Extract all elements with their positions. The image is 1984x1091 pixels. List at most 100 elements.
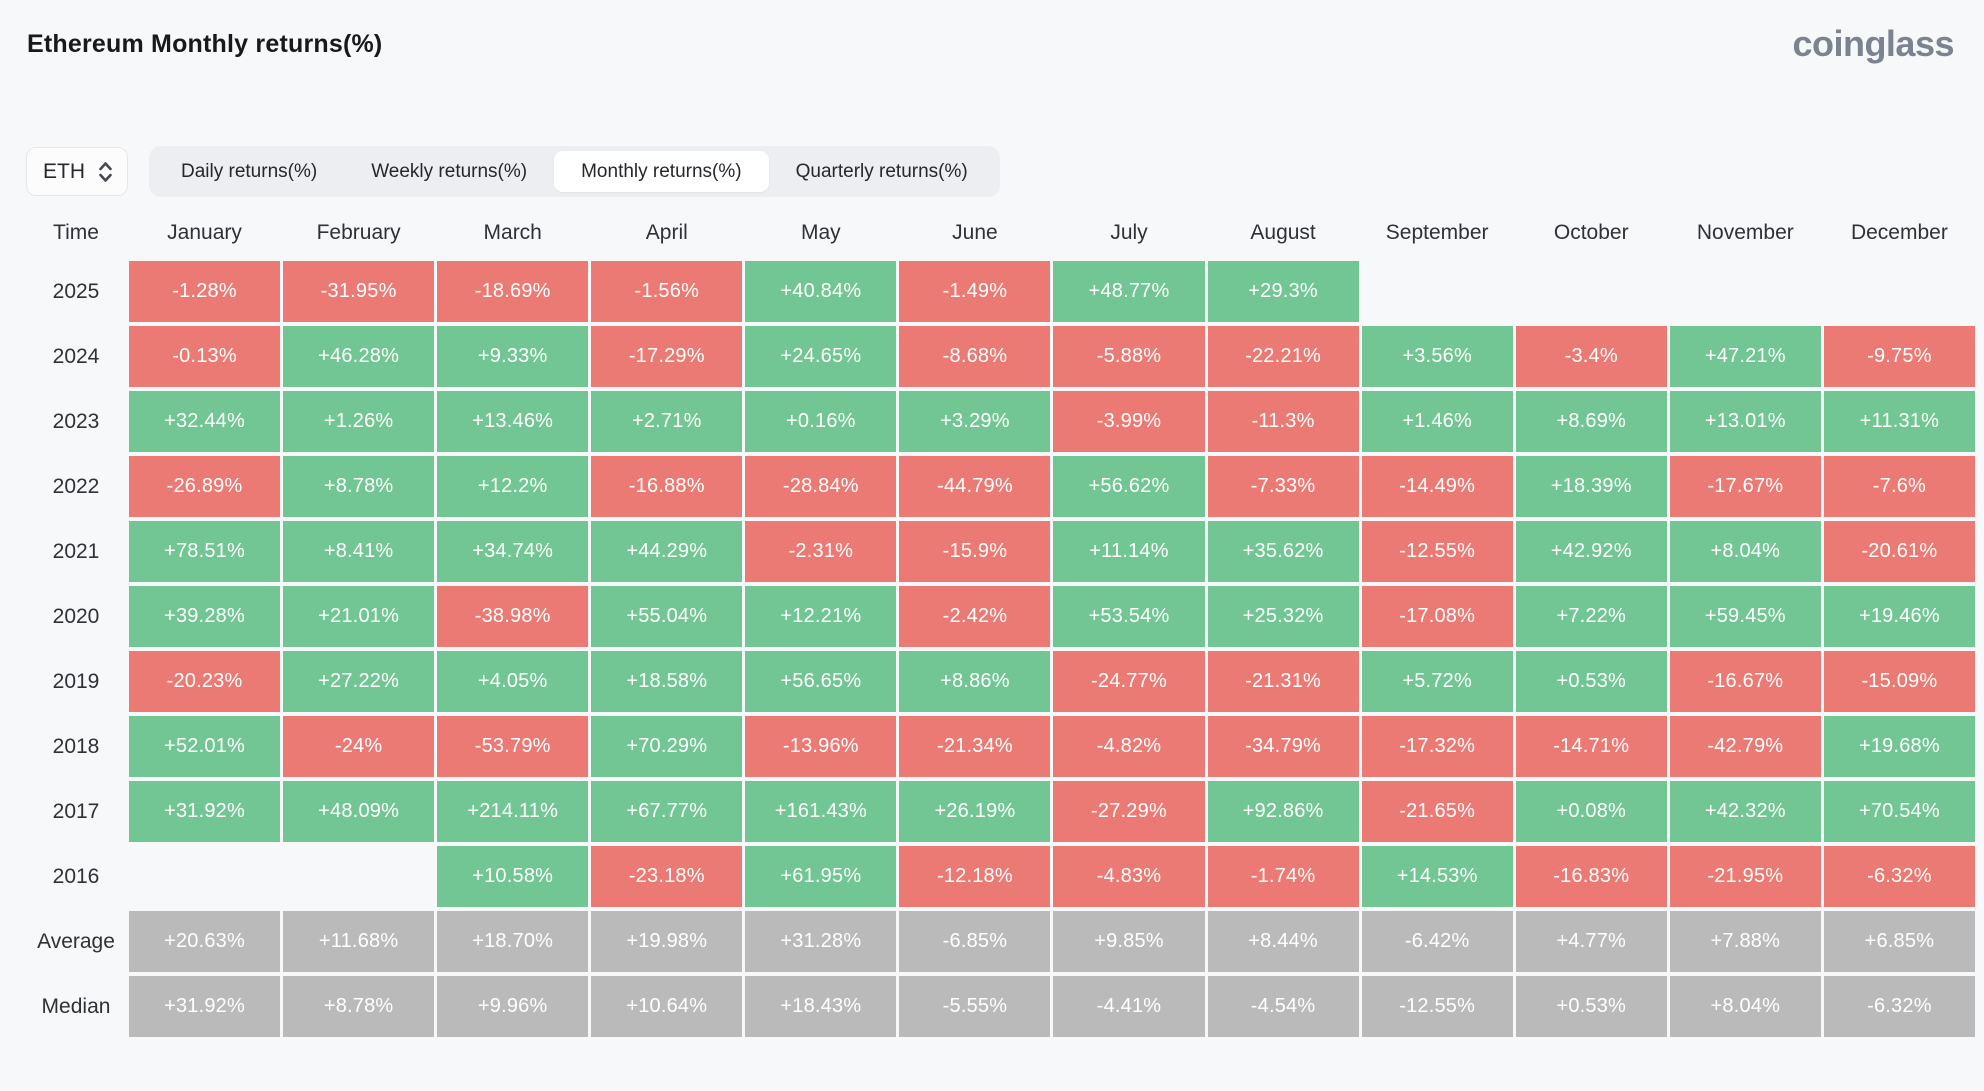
row-label: 2018	[52, 734, 100, 758]
return-cell: +0.53%	[1515, 976, 1667, 1037]
row-label: 2017	[52, 799, 100, 823]
tab-daily-returns[interactable]: Daily returns(%)	[154, 151, 344, 192]
return-cell: +35.62%	[1207, 521, 1359, 582]
table-row-2020: 2020 +39.28% +21.01% -38.98% +55.04% +12.21% -…	[26, 586, 1975, 647]
return-cell: +52.01%	[129, 716, 281, 777]
return-cell: -6.32%	[1823, 846, 1975, 907]
return-cell: +9.96%	[437, 976, 589, 1037]
return-cell: -12.18%	[899, 846, 1051, 907]
return-cell: +48.77%	[1053, 261, 1205, 322]
return-cell: +25.32%	[1207, 586, 1359, 647]
return-cell: +61.95%	[745, 846, 897, 907]
return-cell: +8.41%	[283, 521, 435, 582]
return-cell: +67.77%	[591, 781, 743, 842]
return-cell: -15.09%	[1823, 651, 1975, 712]
return-cell: -14.49%	[1361, 456, 1513, 517]
return-cell: +5.72%	[1361, 651, 1513, 712]
return-cell: -26.89%	[129, 456, 281, 517]
return-cell: -2.42%	[899, 586, 1051, 647]
return-cell: +0.08%	[1515, 781, 1667, 842]
return-cell: -5.88%	[1053, 326, 1205, 387]
return-cell: +8.69%	[1515, 391, 1667, 452]
month-header-february: February	[316, 221, 401, 244]
return-cell: +26.19%	[899, 781, 1051, 842]
return-cell: +11.31%	[1823, 391, 1975, 452]
return-cell: -18.69%	[437, 261, 589, 322]
return-cell: -27.29%	[1053, 781, 1205, 842]
return-cell: +46.28%	[283, 326, 435, 387]
row-label: 2025	[52, 279, 100, 303]
month-header-may: May	[801, 221, 841, 244]
return-cell: +42.92%	[1515, 521, 1667, 582]
table-row-average: Average +20.63% +11.68% +18.70% +19.98% +31.2…	[26, 911, 1975, 972]
return-cell: -7.6%	[1823, 456, 1975, 517]
return-cell: +19.68%	[1823, 716, 1975, 777]
return-cell: +92.86%	[1207, 781, 1359, 842]
return-cell: +11.14%	[1053, 521, 1205, 582]
return-cell: -17.08%	[1361, 586, 1513, 647]
return-cell: +10.64%	[591, 976, 743, 1037]
return-cell: -1.28%	[129, 261, 281, 322]
month-header-row: Time January February March April May June Jul…	[26, 211, 1975, 255]
row-label: 2020	[52, 604, 100, 628]
symbol-select[interactable]: ETH	[26, 147, 128, 196]
return-cell: -1.56%	[591, 261, 743, 322]
return-cell: +56.65%	[745, 651, 897, 712]
return-cell: +7.88%	[1669, 911, 1821, 972]
return-cell: +39.28%	[129, 586, 281, 647]
return-cell: +8.04%	[1669, 521, 1821, 582]
return-cell: +18.70%	[437, 911, 589, 972]
month-header-november: November	[1696, 221, 1794, 244]
return-cell: +40.84%	[745, 261, 897, 322]
return-cell: -3.99%	[1053, 391, 1205, 452]
select-updown-icon	[97, 159, 114, 185]
return-cell: +1.26%	[283, 391, 435, 452]
return-cell: -23.18%	[591, 846, 743, 907]
return-cell: -7.33%	[1207, 456, 1359, 517]
return-cell: +161.43%	[745, 781, 897, 842]
return-cell: -8.68%	[899, 326, 1051, 387]
return-cell: -21.95%	[1669, 846, 1821, 907]
return-cell: -1.74%	[1207, 846, 1359, 907]
month-header-january: January	[167, 221, 242, 244]
return-cell: -20.61%	[1823, 521, 1975, 582]
return-cell: +20.63%	[129, 911, 281, 972]
return-cell: +14.53%	[1361, 846, 1513, 907]
time-header: Time	[53, 221, 99, 244]
return-cell: +47.21%	[1669, 326, 1821, 387]
returns-table: Time January February March April May June Jul…	[26, 211, 1975, 1037]
tab-weekly-returns[interactable]: Weekly returns(%)	[344, 151, 554, 192]
return-cell: +19.46%	[1823, 586, 1975, 647]
return-cell: -0.13%	[129, 326, 281, 387]
return-cell: +27.22%	[283, 651, 435, 712]
return-cell: +19.98%	[591, 911, 743, 972]
month-header-december: December	[1850, 221, 1948, 244]
return-cell: +42.32%	[1669, 781, 1821, 842]
return-cell: +11.68%	[283, 911, 435, 972]
return-cell: +4.05%	[437, 651, 589, 712]
return-cell: -17.67%	[1669, 456, 1821, 517]
return-cell: +18.43%	[745, 976, 897, 1037]
return-cell: +8.78%	[283, 456, 435, 517]
return-cell: -5.55%	[899, 976, 1051, 1037]
table-row-2021: 2021 +78.51% +8.41% +34.74% +44.29% -2.31% -15…	[26, 521, 1975, 582]
return-cell: +8.44%	[1207, 911, 1359, 972]
return-cell: -16.83%	[1515, 846, 1667, 907]
row-label: 2022	[52, 474, 100, 498]
row-label: 2024	[52, 344, 100, 368]
return-cell: +0.53%	[1515, 651, 1667, 712]
symbol-select-value: ETH	[43, 159, 85, 183]
return-cell: -6.85%	[899, 911, 1051, 972]
controls-bar: ETH Daily returns(%) Weekly returns(%) Mon…	[26, 146, 1984, 197]
return-cell: -17.32%	[1361, 716, 1513, 777]
return-cell: +13.46%	[437, 391, 589, 452]
table-row-2023: 2023 +32.44% +1.26% +13.46% +2.71% +0.16% +3.2…	[26, 391, 1975, 452]
return-cell: +1.46%	[1361, 391, 1513, 452]
return-cell: +34.74%	[437, 521, 589, 582]
row-label: 2023	[52, 409, 100, 433]
return-cell: +214.11%	[437, 781, 589, 842]
return-cell: +78.51%	[129, 521, 281, 582]
tab-monthly-returns[interactable]: Monthly returns(%)	[554, 151, 769, 192]
tab-quarterly-returns[interactable]: Quarterly returns(%)	[769, 151, 995, 192]
empty-cell	[1670, 261, 1821, 322]
